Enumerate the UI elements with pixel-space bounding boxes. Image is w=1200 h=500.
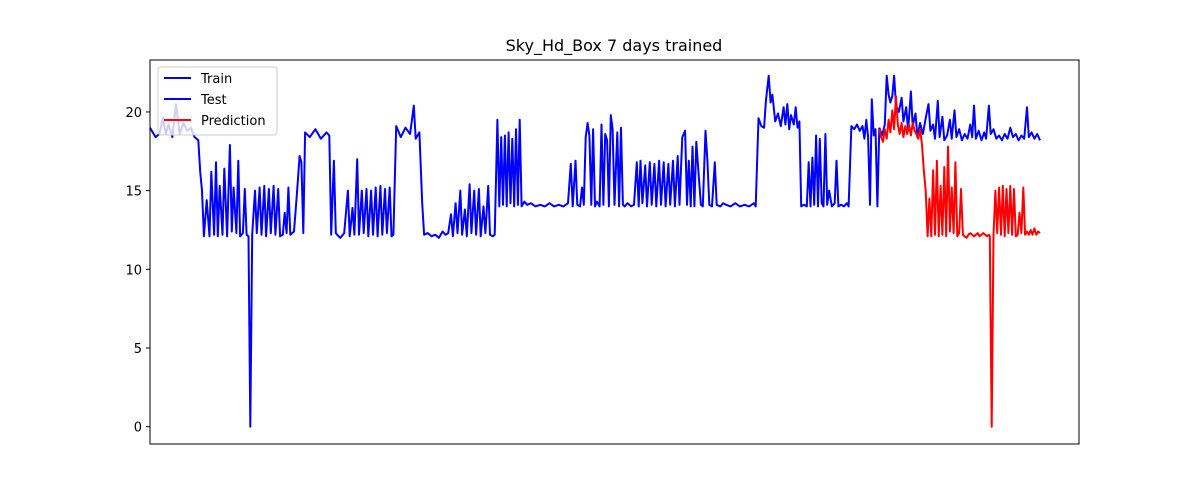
y-tick-label: 20 bbox=[125, 106, 142, 121]
plot-series bbox=[149, 74, 1041, 428]
y-tick-label: 0 bbox=[134, 421, 142, 436]
chart-title: Sky_Hd_Box 7 days trained bbox=[506, 36, 723, 56]
legend-label-test: Test bbox=[200, 93, 227, 108]
legend-label-train: Train bbox=[200, 72, 232, 87]
plot-frame bbox=[149, 59, 1080, 445]
y-tick-label: 10 bbox=[125, 263, 142, 278]
y-tick-label: 15 bbox=[125, 185, 142, 200]
legend-box bbox=[157, 66, 278, 136]
y-axis: 0 5 10 15 20 bbox=[125, 106, 150, 436]
series-line-prediction bbox=[878, 95, 1041, 428]
y-tick-label: 5 bbox=[134, 342, 142, 357]
series-line-train bbox=[149, 74, 881, 428]
legend: Train Test Prediction bbox=[157, 66, 278, 136]
series-line-test bbox=[878, 74, 1041, 142]
legend-label-prediction: Prediction bbox=[201, 114, 266, 129]
